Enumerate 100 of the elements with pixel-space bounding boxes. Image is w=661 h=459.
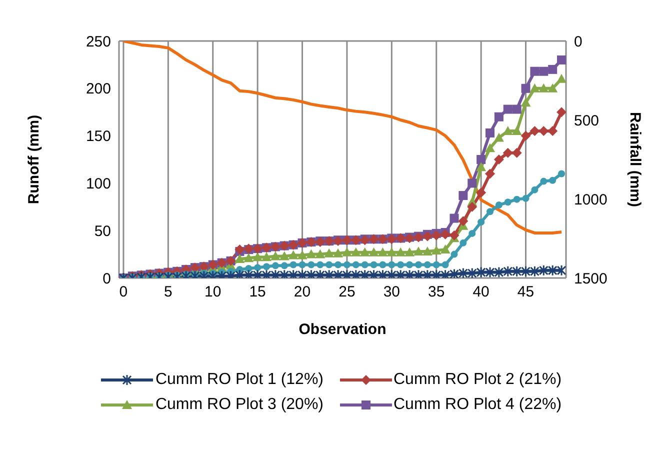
point bbox=[343, 261, 350, 268]
point bbox=[512, 148, 522, 158]
point bbox=[254, 264, 262, 272]
point bbox=[556, 74, 566, 83]
legend-label: Cumm RO Plot 3 (20%) bbox=[155, 396, 324, 414]
point bbox=[538, 83, 549, 92]
point bbox=[290, 261, 297, 268]
point bbox=[306, 249, 316, 258]
point bbox=[431, 230, 442, 240]
point bbox=[476, 155, 486, 164]
point bbox=[404, 247, 415, 256]
point bbox=[360, 247, 370, 256]
point bbox=[263, 263, 270, 270]
point bbox=[530, 126, 540, 136]
point bbox=[486, 128, 495, 138]
y-tick-label: 100 bbox=[86, 176, 111, 193]
point bbox=[503, 104, 512, 114]
legend-label: Cumm RO Plot 2 (21%) bbox=[394, 370, 562, 388]
point bbox=[503, 266, 513, 278]
legend-label: Cumm RO Plot 4 (22%) bbox=[394, 396, 562, 414]
point bbox=[396, 247, 406, 256]
point bbox=[397, 261, 404, 268]
point bbox=[486, 208, 494, 216]
point bbox=[270, 251, 280, 260]
point bbox=[521, 84, 530, 93]
point bbox=[350, 247, 361, 256]
point bbox=[342, 247, 352, 256]
y-tick-label: 150 bbox=[86, 128, 111, 146]
y2-tick-label: 1000 bbox=[574, 191, 608, 208]
point bbox=[252, 252, 263, 262]
point bbox=[424, 261, 431, 268]
point bbox=[279, 251, 290, 260]
x-tick-label: 10 bbox=[204, 284, 222, 301]
y-tick-label: 0 bbox=[102, 270, 111, 288]
legend-label: Cumm RO Plot 1 (12%) bbox=[155, 370, 324, 388]
x-tick-label: 0 bbox=[119, 284, 128, 301]
point bbox=[315, 249, 326, 258]
point bbox=[520, 130, 531, 141]
point bbox=[522, 194, 530, 202]
point bbox=[556, 107, 566, 118]
line-series bbox=[122, 41, 564, 234]
point bbox=[361, 261, 368, 268]
point bbox=[431, 246, 442, 255]
point bbox=[333, 248, 344, 258]
point bbox=[458, 191, 468, 200]
point bbox=[379, 261, 386, 268]
point bbox=[432, 261, 440, 268]
point bbox=[539, 66, 548, 76]
point bbox=[494, 266, 504, 278]
point bbox=[442, 261, 449, 268]
x-tick-label: 25 bbox=[338, 284, 356, 301]
point bbox=[512, 104, 522, 114]
point bbox=[272, 262, 279, 270]
point bbox=[531, 186, 538, 194]
point bbox=[324, 248, 334, 258]
point bbox=[530, 83, 540, 92]
point bbox=[548, 264, 558, 276]
point bbox=[386, 247, 397, 256]
point bbox=[548, 83, 558, 92]
point bbox=[450, 250, 458, 258]
point bbox=[262, 252, 272, 262]
point bbox=[440, 229, 450, 240]
x-tick-label: 45 bbox=[517, 284, 534, 301]
point bbox=[520, 98, 531, 107]
point bbox=[494, 132, 504, 142]
y2-tick-label: 1500 bbox=[574, 270, 608, 288]
point bbox=[234, 254, 245, 264]
point bbox=[440, 244, 450, 254]
point bbox=[352, 261, 360, 268]
point bbox=[378, 247, 388, 256]
point bbox=[502, 148, 513, 158]
point bbox=[494, 112, 504, 122]
point bbox=[476, 188, 486, 198]
x-tick-label: 5 bbox=[164, 284, 172, 301]
point bbox=[308, 261, 315, 268]
point bbox=[280, 262, 288, 270]
point bbox=[468, 178, 477, 188]
y2-axis-title: Rainfall (mm) bbox=[626, 112, 644, 208]
point bbox=[368, 247, 379, 256]
y-tick-label: 50 bbox=[94, 222, 111, 240]
point bbox=[485, 266, 495, 278]
y-tick-label: 200 bbox=[86, 80, 111, 98]
point bbox=[495, 202, 502, 209]
point bbox=[460, 239, 467, 246]
point bbox=[406, 261, 414, 268]
point bbox=[245, 265, 252, 272]
point bbox=[334, 261, 342, 268]
point bbox=[548, 64, 558, 74]
point bbox=[413, 246, 424, 256]
point bbox=[538, 126, 549, 136]
point bbox=[467, 268, 477, 278]
point bbox=[288, 250, 298, 260]
point bbox=[540, 178, 548, 185]
point bbox=[298, 261, 306, 268]
point bbox=[458, 216, 468, 226]
point bbox=[297, 250, 308, 260]
x-tick-label: 35 bbox=[428, 284, 445, 301]
point bbox=[485, 168, 496, 179]
y-tick-label: 250 bbox=[86, 33, 111, 50]
point bbox=[549, 176, 556, 184]
